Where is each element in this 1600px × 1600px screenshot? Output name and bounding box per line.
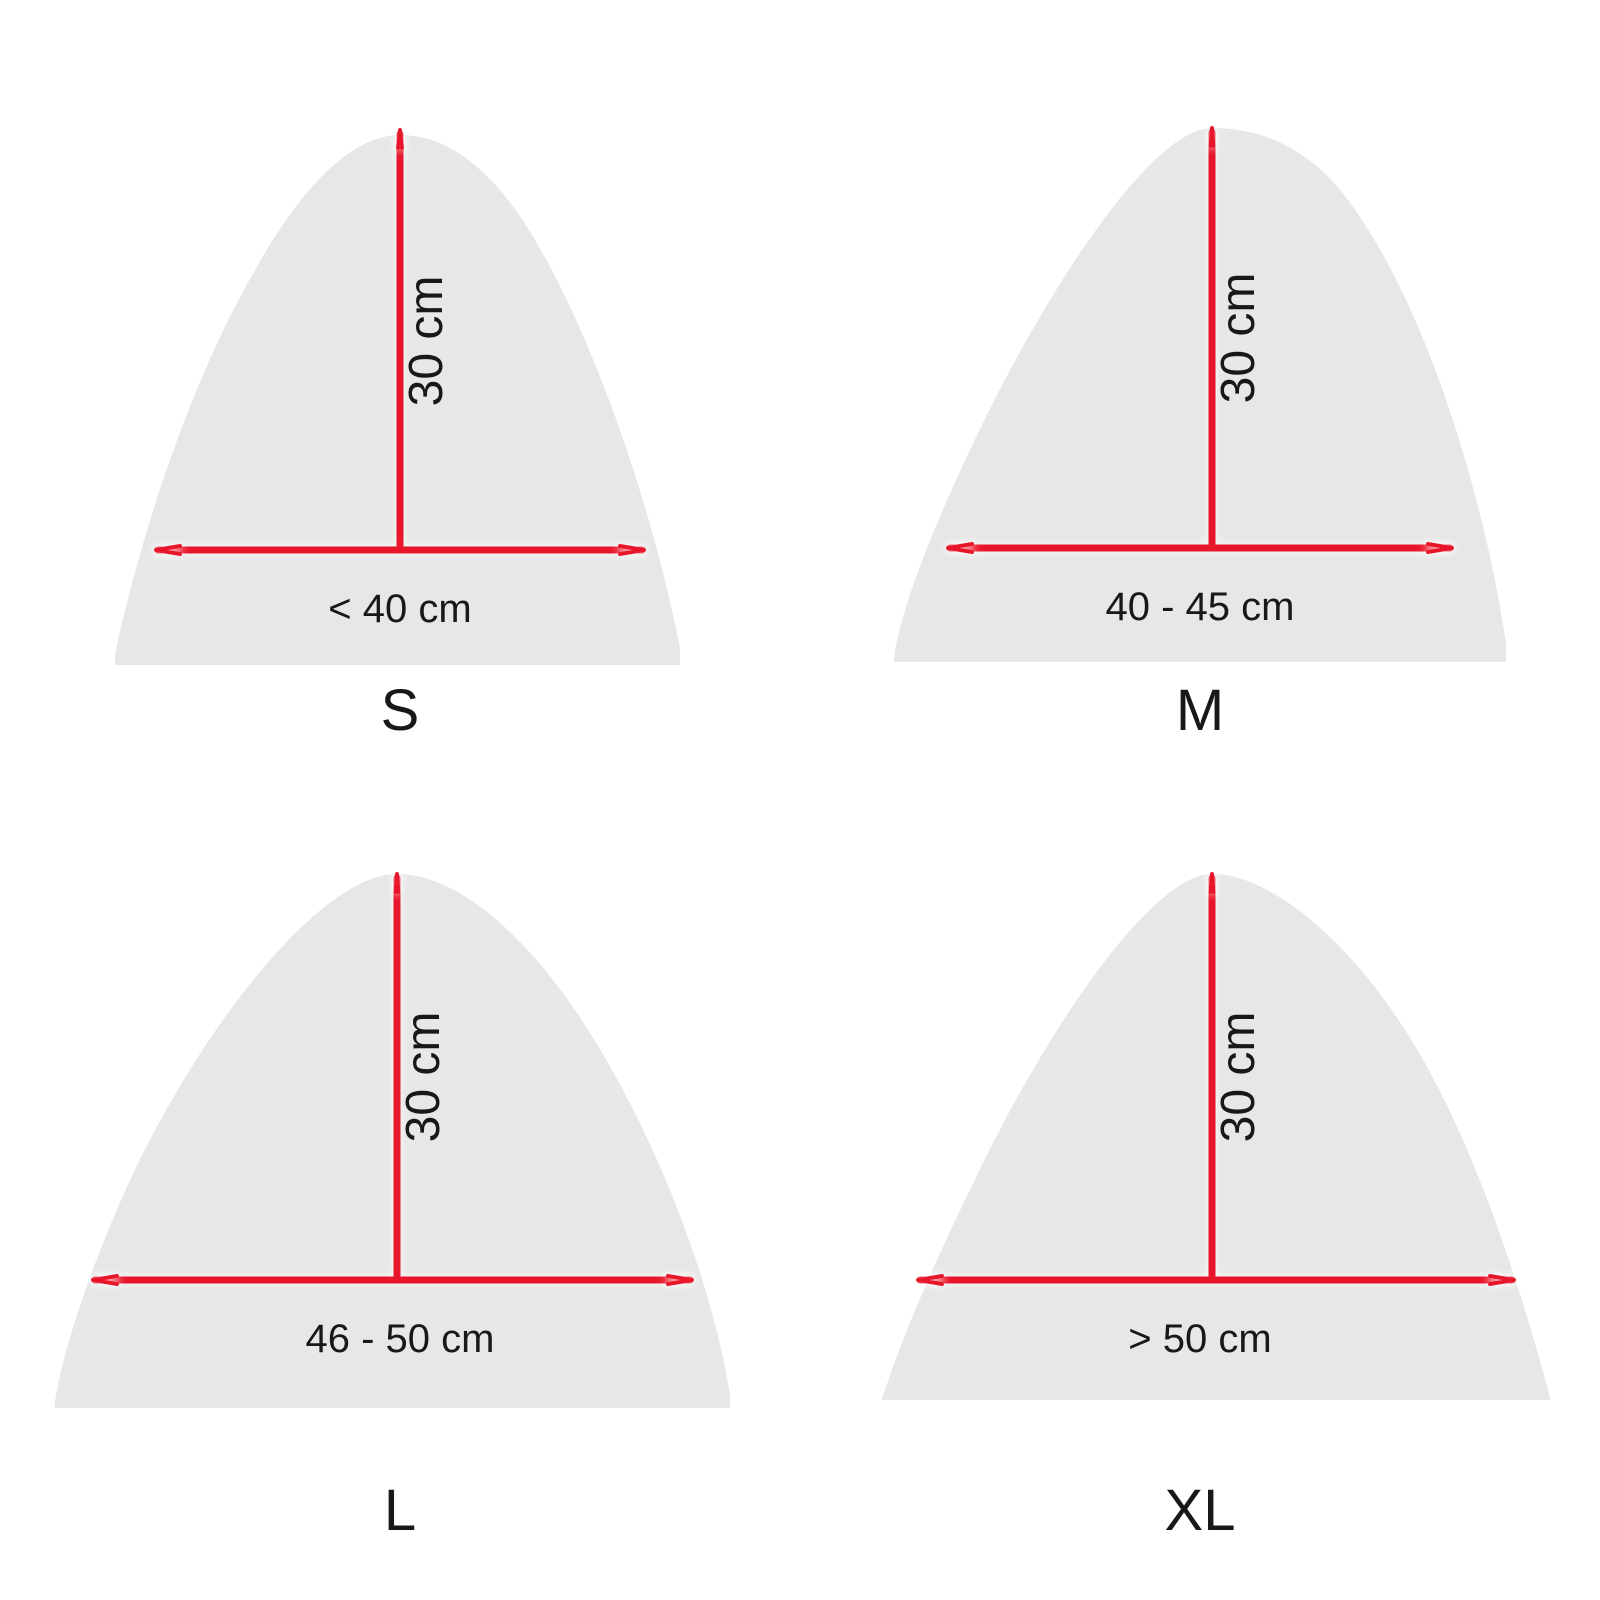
svg-text:46 - 50 cm: 46 - 50 cm bbox=[306, 1317, 495, 1361]
svg-text:30 cm: 30 cm bbox=[397, 1012, 450, 1143]
svg-text:40 - 45 cm: 40 - 45 cm bbox=[1106, 585, 1295, 629]
svg-text:30 cm: 30 cm bbox=[400, 276, 453, 407]
svg-text:30 cm: 30 cm bbox=[1212, 273, 1265, 404]
svg-text:30 cm: 30 cm bbox=[1212, 1012, 1265, 1143]
svg-text:< 40 cm: < 40 cm bbox=[328, 587, 471, 631]
svg-text:M: M bbox=[1176, 678, 1224, 743]
svg-text:> 50 cm: > 50 cm bbox=[1128, 1317, 1271, 1361]
svg-text:S: S bbox=[381, 678, 420, 743]
svg-text:L: L bbox=[384, 1478, 416, 1543]
svg-text:XL: XL bbox=[1165, 1478, 1236, 1543]
